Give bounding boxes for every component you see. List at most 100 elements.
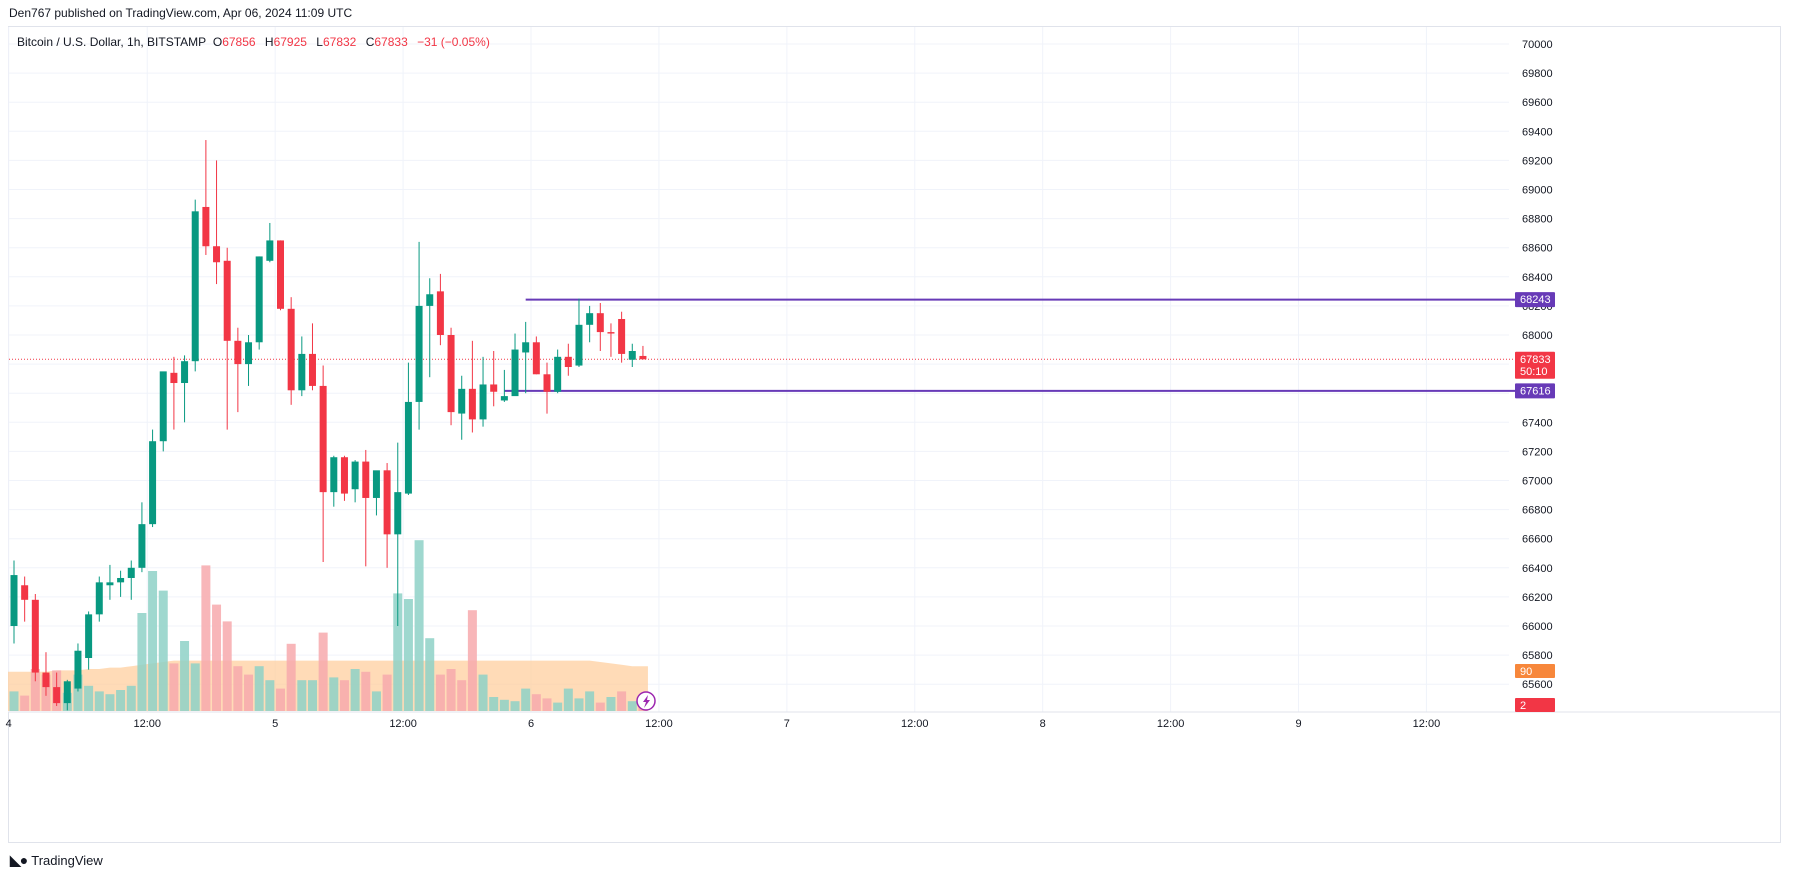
volume-bar [148,571,158,711]
candle-body [245,342,253,365]
y-axis-tick-label: 67200 [1522,446,1553,458]
candle-body [298,353,306,391]
legend-low-label: L [316,35,323,49]
volume-bar [595,702,605,711]
volume-bar [116,690,126,711]
y-axis-tick-label: 66400 [1522,563,1553,575]
volume-bar [73,674,83,711]
y-axis-tick-label: 66000 [1522,621,1553,633]
candle-body [127,567,135,578]
footer-brand: TradingView [31,853,103,868]
volume-bar [361,671,371,711]
candle-body [330,457,338,493]
volume-bar [297,680,307,711]
candle-body [277,240,284,309]
x-axis-tick-label: 12:00 [389,718,417,730]
x-axis-tick-label: 4 [6,718,12,730]
y-axis-tick-label: 67400 [1522,417,1553,429]
volume-bar [244,674,254,711]
volume-bar [276,688,285,711]
volume-bar [510,701,520,711]
volume-bar [222,621,232,711]
volume-bar [542,698,552,711]
volume-bar [9,691,19,711]
candle-body [564,356,572,368]
volume-bar [627,701,637,711]
volume-bar [126,685,136,711]
candle-body [63,681,71,704]
volume-bar [521,688,531,711]
candle-body [479,384,487,420]
volume-bar [606,697,616,711]
candle-body [85,614,93,659]
candle-body [522,342,530,353]
x-axis-tick-label: 9 [1295,718,1301,730]
candle-body [149,441,157,525]
x-axis-tick-label: 6 [528,718,534,730]
candle-body [213,246,221,263]
volume-bar [457,680,467,711]
volume-bar [180,641,190,711]
x-axis-tick-label: 12:00 [901,718,929,730]
candle-body [10,575,18,626]
candle-body [543,374,551,392]
candle-body [639,355,647,360]
y-axis-tick-label: 65800 [1522,650,1553,662]
volume-badge-text: 2 [1520,700,1526,712]
volume-bar [329,677,339,711]
volume-bar [318,632,328,711]
volume-bar [265,680,275,711]
candle-body [138,524,146,568]
y-axis-tick-label: 69800 [1522,68,1553,80]
y-axis-tick-label: 66200 [1522,592,1553,604]
legend-open-value: 67856 [222,35,256,49]
volume-bar [20,695,30,711]
volume-bar [553,702,563,711]
y-axis-tick-label: 68000 [1522,330,1553,342]
candle-body [554,356,562,392]
y-axis-tick-label: 65600 [1522,679,1553,691]
candle-body [500,396,508,401]
candle-body [202,206,210,247]
x-axis-tick-label: 5 [272,718,278,730]
y-axis-tick-label: 66600 [1522,534,1553,546]
level-badge-bg [1515,383,1555,399]
tradingview-footer[interactable]: ◣● TradingView [10,852,103,869]
volume-bar [190,663,200,711]
candle-body [287,308,295,391]
y-axis-tick-label: 70000 [1522,39,1553,51]
candle-body [607,332,615,334]
volume-bar [425,638,435,711]
level-badge-text: 68243 [1520,294,1551,306]
volume-ma-badge-bg [1515,664,1555,678]
volume-bar [435,674,445,711]
candle-body [490,384,498,392]
x-axis-tick-label: 12:00 [1157,718,1185,730]
volume-badge-bg [1515,698,1555,712]
candle-body [362,461,370,498]
volume-ma-area [8,660,648,711]
y-axis-tick-label: 69400 [1522,126,1553,138]
volume-bar [563,688,573,711]
candle-body [117,577,125,583]
legend-high-label: H [264,35,274,49]
legend-close-label: C [365,35,375,49]
volume-bar [212,604,222,711]
y-axis-tick-label: 69600 [1522,97,1553,109]
ohlc-legend: Bitcoin / U.S. Dollar, 1h, BITSTAMP O678… [17,35,494,49]
volume-bar [585,691,595,711]
volume-bar [94,691,104,711]
x-axis-tick-label: 7 [784,718,790,730]
candle-body [106,582,114,586]
candle-body [426,294,434,306]
candle-body [181,361,189,384]
volume-bar [403,599,413,711]
legend-close-value: 67833 [374,35,408,49]
level-badge-text: 67616 [1520,385,1551,397]
candle-body [532,342,540,375]
candle-body [575,324,583,366]
candle-body [458,388,466,414]
candle-body [255,256,263,343]
candle-body [436,291,444,335]
